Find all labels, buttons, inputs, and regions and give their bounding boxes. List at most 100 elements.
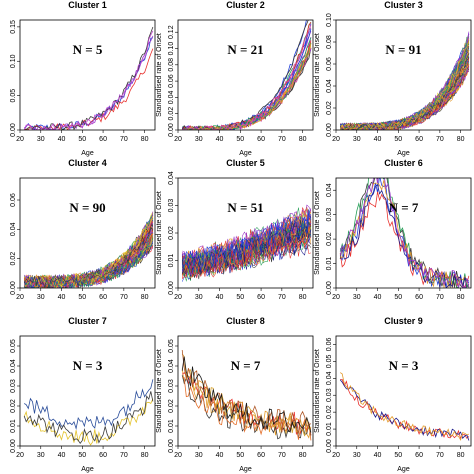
n-count-label: N = 51	[227, 200, 263, 215]
panel-cluster-1: Cluster 1 20 30 40 50 60 70 80 0.00 0.05 0.10 0.15 A…	[10, 0, 156, 157]
x-tick-label: 60	[257, 136, 265, 143]
x-tick-label: 30	[195, 294, 203, 301]
series-line	[23, 213, 154, 287]
series-line	[340, 64, 470, 130]
x-tick-label: 50	[78, 294, 86, 301]
y-tick-label: 0.01	[168, 419, 175, 433]
y-tick-label: 0.00	[168, 123, 175, 137]
panel-cluster-3: Cluster 3 20 30 40 50 60 70 80 0.00 0.02 0.04 0.06 0…	[314, 0, 472, 157]
series-line	[181, 210, 312, 270]
series-line	[23, 379, 154, 431]
x-tick-label: 70	[436, 452, 444, 459]
x-tick-label: 70	[278, 136, 286, 143]
plot-frame	[177, 19, 314, 131]
panel-cluster-2: Cluster 2 20 30 40 50 60 70 80 0.00 0.02 0.04 0.06 0…	[156, 0, 314, 157]
panel-title: Cluster 7	[68, 316, 107, 326]
x-tick-label: 60	[257, 294, 265, 301]
y-tick-label: 0.00	[10, 281, 17, 295]
y-axis-label: Standardised rate of Onset	[314, 349, 321, 433]
y-tick-label: 0.06	[10, 193, 17, 207]
series-group	[23, 379, 154, 446]
series-line	[24, 215, 154, 286]
series-line	[181, 221, 312, 275]
series-line	[181, 221, 312, 276]
y-tick-label: 0.05	[10, 89, 17, 103]
x-tick-label: 20	[16, 452, 24, 459]
series-line	[339, 178, 470, 288]
n-count-label: N = 91	[385, 42, 421, 57]
series-group	[339, 178, 470, 288]
y-tick-label: 0.04	[326, 79, 333, 93]
series-line	[181, 48, 312, 130]
x-tick-label: 80	[299, 452, 307, 459]
series-line	[181, 356, 312, 433]
y-tick-label: 0.04	[326, 371, 333, 385]
x-tick-label: 80	[457, 452, 465, 459]
y-tick-label: 0.15	[10, 20, 17, 34]
x-tick-label: 80	[141, 452, 149, 459]
panel-title: Cluster 9	[384, 316, 423, 326]
series-line	[24, 233, 154, 288]
x-tick-label: 70	[120, 452, 128, 459]
panel-cluster-4: Cluster 4 20 30 40 50 60 70 80 0.00 0.02 0.04 0.06 N…	[10, 158, 156, 301]
x-tick-label: 60	[415, 452, 423, 459]
x-tick-label: 80	[299, 136, 307, 143]
y-tick-label: 0.03	[168, 379, 175, 393]
plot-frame	[19, 335, 156, 447]
y-axis-label: Standardised rate of Onset	[156, 349, 163, 433]
series-line	[181, 22, 312, 130]
y-tick-label: 0.10	[168, 42, 175, 56]
y-tick-label: 0.04	[168, 359, 175, 373]
x-tick-label: 60	[99, 452, 107, 459]
series-line	[182, 376, 312, 441]
x-tick-label: 50	[394, 294, 402, 301]
y-tick-label: 0.02	[326, 405, 333, 419]
y-tick-label: 0.05	[326, 354, 333, 368]
series-line	[23, 30, 154, 130]
x-tick-label: 30	[353, 294, 361, 301]
x-tick-label: 20	[174, 452, 182, 459]
series-line	[339, 372, 470, 441]
x-tick-label: 30	[195, 452, 203, 459]
plot-frame	[19, 19, 156, 131]
x-tick-label: 50	[78, 452, 86, 459]
y-tick-label: 0.08	[326, 35, 333, 49]
y-tick-label: 0.00	[168, 439, 175, 453]
series-line	[182, 228, 312, 278]
x-tick-label: 30	[37, 136, 45, 143]
y-tick-label: 0.02	[168, 226, 175, 240]
series-line	[339, 178, 470, 288]
series-line	[339, 57, 470, 130]
x-axis-label: Age	[81, 150, 94, 157]
series-group	[181, 349, 312, 441]
series-group	[23, 211, 154, 288]
y-tick-label: 0.10	[326, 13, 333, 27]
series-line	[339, 379, 470, 441]
series-group	[23, 26, 154, 130]
y-tick-label: 0.06	[168, 74, 175, 88]
x-tick-label: 40	[216, 136, 224, 143]
x-tick-label: 40	[58, 136, 66, 143]
y-tick-label: 0.03	[326, 208, 333, 222]
y-tick-label: 0.02	[326, 232, 333, 246]
x-tick-label: 80	[141, 294, 149, 301]
panel-cluster-7: Cluster 7 20 30 40 50 60 70 80 0.00 0.01 0.02 0.03 0…	[10, 316, 156, 473]
panel-title: Cluster 1	[68, 0, 107, 10]
x-tick-label: 50	[236, 452, 244, 459]
x-tick-label: 20	[174, 136, 182, 143]
n-count-label: N = 21	[227, 42, 263, 57]
series-line	[340, 183, 469, 288]
n-count-label: N = 90	[69, 200, 105, 215]
y-tick-label: 0.02	[168, 107, 175, 121]
y-tick-label: 0.01	[10, 419, 17, 433]
y-tick-label: 0.10	[10, 54, 17, 68]
x-tick-label: 50	[394, 136, 402, 143]
x-tick-label: 50	[236, 294, 244, 301]
y-tick-label: 0.02	[10, 252, 17, 266]
x-tick-label: 30	[353, 452, 361, 459]
y-tick-label: 0.04	[10, 359, 17, 373]
y-tick-label: 0.06	[326, 338, 333, 352]
x-tick-label: 30	[37, 294, 45, 301]
x-tick-label: 40	[58, 294, 66, 301]
